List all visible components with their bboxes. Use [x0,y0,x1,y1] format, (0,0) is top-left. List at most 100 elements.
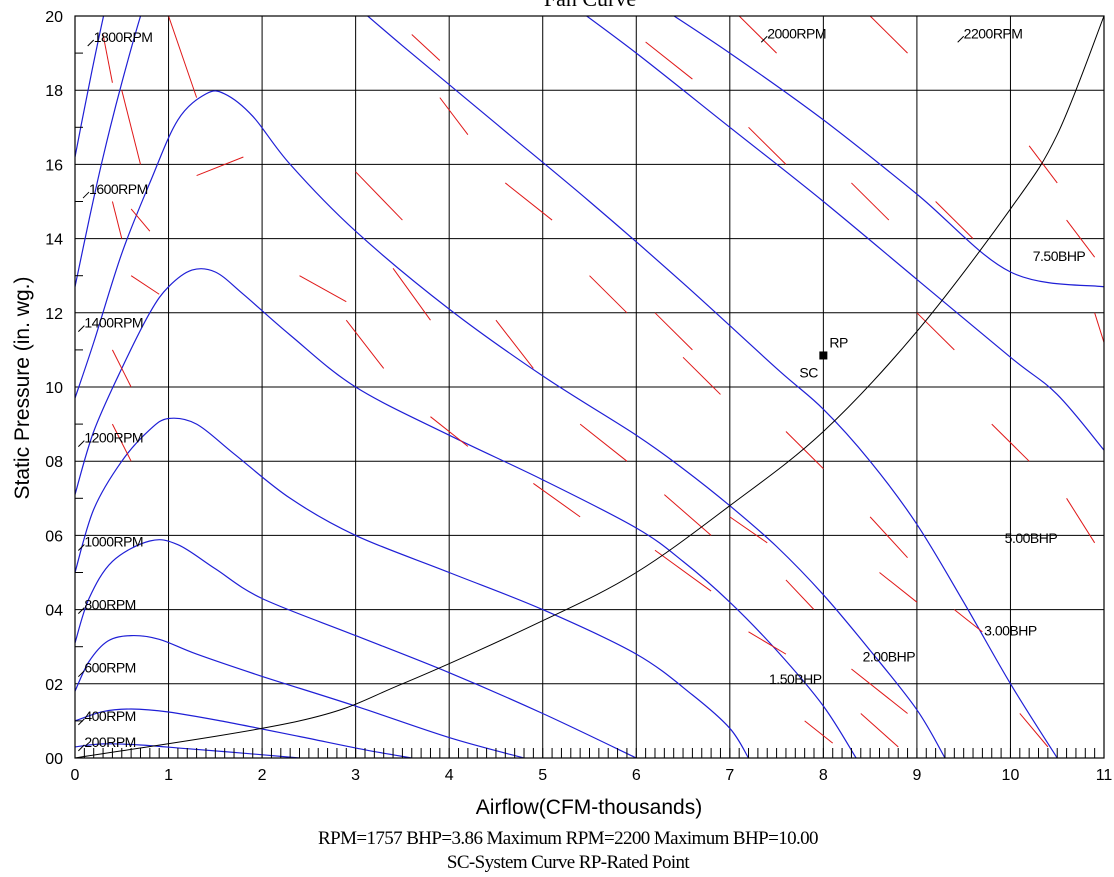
rpm-curve [75,16,142,287]
bhp-label: 1.50BHP [769,671,822,687]
footer-line-2: SC-System Curve RP-Rated Point [447,852,691,873]
rated-point-label: RP [829,334,848,350]
rpm-curve [75,16,105,158]
x-axis-title: Airflow(CFM-thousands) [476,796,702,819]
rpm-curve-label: 1000RPM [84,534,143,550]
rpm-curve [75,708,412,758]
rpm-curve-label: 1800RPM [94,29,153,45]
x-tick-label: 6 [632,767,641,784]
y-tick-label: 02 [45,677,63,694]
rpm-curve-label: 200RPM [84,734,135,750]
bhp-dash [392,267,431,321]
rpm-curve [75,417,750,758]
x-tick-label: 5 [538,767,547,784]
rpm-label-leader [78,325,85,332]
bhp-dash [682,356,721,395]
bhp-dash [1066,219,1096,258]
rpm-label-leader [82,191,90,199]
bhp-dash [196,156,244,176]
bhp-label: 7.50BHP [1033,248,1086,264]
bhp-dash [851,182,890,221]
y-tick-label: 14 [45,232,63,249]
bhp-dash [111,349,132,388]
rpm-label-leader [957,35,965,43]
bhp-dash [533,483,581,518]
bhp-dashes [102,16,1104,748]
bhp-dash [439,97,469,136]
bhp-dash [748,126,787,165]
system-curve-label: SC [799,364,818,380]
rpm-label-leader [78,544,85,551]
rpm-label-leader [78,718,85,726]
rpm-curve-label: 2000RPM [767,25,826,41]
x-tick-label: 4 [445,767,454,784]
grid [74,15,1105,759]
bhp-dash [851,668,908,714]
x-tick-label: 2 [258,767,267,784]
rpm-curve [366,16,1058,758]
rpm-curve-label: 600RPM [84,660,135,676]
bhp-dash [1028,145,1058,184]
bhp-dash [130,275,160,295]
bhp-dash [869,16,908,54]
x-tick-label: 11 [1096,767,1113,784]
bhp-dash [869,516,908,558]
y-tick-label: 12 [45,306,63,323]
x-tick-label: 9 [912,767,921,784]
bhp-dash [495,319,534,369]
rpm-label-leader [87,39,95,47]
bhp-dash [879,572,918,603]
x-tick-label: 10 [1002,767,1020,784]
y-tick-label: 04 [45,603,63,620]
bhp-dash [345,319,385,369]
curve-labels: RP SC 200RPM 400RPM 600RPM 800RPM 1000RPM 1200R… [78,25,1086,752]
rpm-curve-label: 1600RPM [89,181,148,197]
y-tick-label: 16 [45,157,63,174]
bhp-dash [748,631,787,655]
x-tick-label: 8 [819,767,828,784]
y-tick-label: 20 [45,9,63,26]
bhp-dash [411,34,441,61]
y-axis-title: Static Pressure (in. wg.) [11,277,34,500]
rpm-label-leader [78,744,85,752]
bhp-dash [916,312,955,351]
bhp-dash [589,275,628,314]
footer-line-1: RPM=1757 BHP=3.86 Maximum RPM=2200 Maxim… [318,828,818,849]
bhp-dash [111,201,123,239]
bhp-dash [804,720,834,744]
bhp-dash [645,41,693,80]
bhp-dash [654,549,712,592]
bhp-dash [504,182,553,221]
bhp-dash [168,16,198,98]
rpm-curve-label: 800RPM [84,597,135,613]
rpm-curve [585,16,1104,451]
rated-point-marker [819,351,828,360]
bhp-label: 2.00BHP [863,649,916,665]
bhp-dash [954,609,983,633]
rpm-curve [75,539,637,758]
bhp-dash [729,516,768,544]
bhp-dash [991,423,1030,462]
bhp-dash [654,312,693,351]
bhp-dash [1066,498,1096,544]
bhp-dash [738,16,777,54]
rpm-curve [75,90,946,758]
rpm-label-leader [760,35,768,43]
x-tick-label: 7 [725,767,734,784]
rpm-curve-label: 2200RPM [964,25,1023,41]
rpm-label-leader [78,670,85,678]
x-tick-label: 3 [351,767,360,784]
bhp-dash [130,208,151,232]
y-tick-label: 10 [45,380,63,397]
rpm-curve [75,743,300,758]
bhp-dash [785,431,824,469]
x-tick-label: 0 [71,767,80,784]
rpm-curve-label: 1400RPM [84,315,143,331]
y-tick-label: 08 [45,454,63,471]
system-curve [75,16,1104,758]
bhp-dash [1094,312,1104,343]
rpm-curve [75,267,857,758]
y-tick-label: 00 [45,751,63,768]
